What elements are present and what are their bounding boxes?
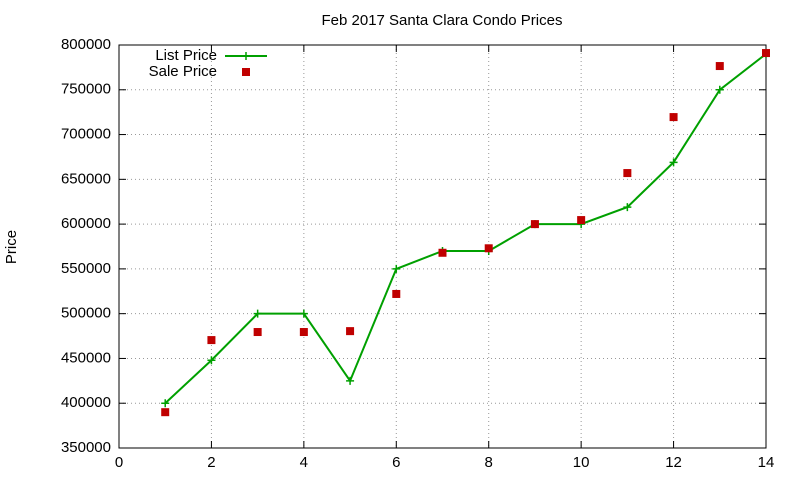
data-point xyxy=(299,309,308,318)
y-tick-label: 450000 xyxy=(61,349,111,366)
data-point xyxy=(715,62,724,71)
data-point xyxy=(161,408,170,417)
plot-border xyxy=(118,44,767,449)
legend-label: Sale Price xyxy=(149,63,217,80)
data-point xyxy=(207,336,216,345)
data-point xyxy=(669,113,678,122)
y-tick-label: 550000 xyxy=(61,260,111,277)
data-point xyxy=(299,328,308,337)
data-point xyxy=(207,356,216,365)
y-tick-label: 400000 xyxy=(61,394,111,411)
x-tick-label: 4 xyxy=(300,454,308,471)
data-point xyxy=(762,49,770,58)
data-point xyxy=(623,169,632,178)
x-tick-label: 14 xyxy=(758,454,775,471)
y-tick-label: 500000 xyxy=(61,305,111,322)
data-point xyxy=(253,309,262,318)
data-point xyxy=(623,203,632,212)
data-point xyxy=(161,399,170,408)
data-point xyxy=(346,327,355,336)
data-point xyxy=(530,220,539,229)
data-point xyxy=(438,248,447,257)
y-tick-label: 750000 xyxy=(61,81,111,98)
data-point xyxy=(577,216,586,225)
x-tick-label: 10 xyxy=(573,454,590,471)
x-tick-label: 2 xyxy=(207,454,215,471)
data-point xyxy=(484,244,493,253)
y-tick-label: 800000 xyxy=(61,36,111,53)
y-tick-label: 350000 xyxy=(61,439,111,456)
data-point xyxy=(253,328,262,337)
x-tick-label: 0 xyxy=(115,454,123,471)
data-point xyxy=(346,376,355,385)
data-point xyxy=(392,289,401,298)
data-point xyxy=(392,264,401,273)
data-point xyxy=(715,85,724,94)
legend-swatch xyxy=(242,52,250,60)
data-point xyxy=(669,158,678,167)
y-tick-label: 600000 xyxy=(61,215,111,232)
x-tick-label: 6 xyxy=(392,454,400,471)
y-axis-label: Price xyxy=(3,230,20,264)
y-tick-label: 650000 xyxy=(61,170,111,187)
x-tick-label: 12 xyxy=(665,454,682,471)
series-line xyxy=(164,53,767,404)
x-tick-label: 8 xyxy=(485,454,493,471)
legend-swatch xyxy=(242,68,250,76)
chart-title: Feb 2017 Santa Clara Condo Prices xyxy=(322,12,563,29)
y-tick-label: 700000 xyxy=(61,126,111,143)
legend-label: List Price xyxy=(155,47,217,64)
